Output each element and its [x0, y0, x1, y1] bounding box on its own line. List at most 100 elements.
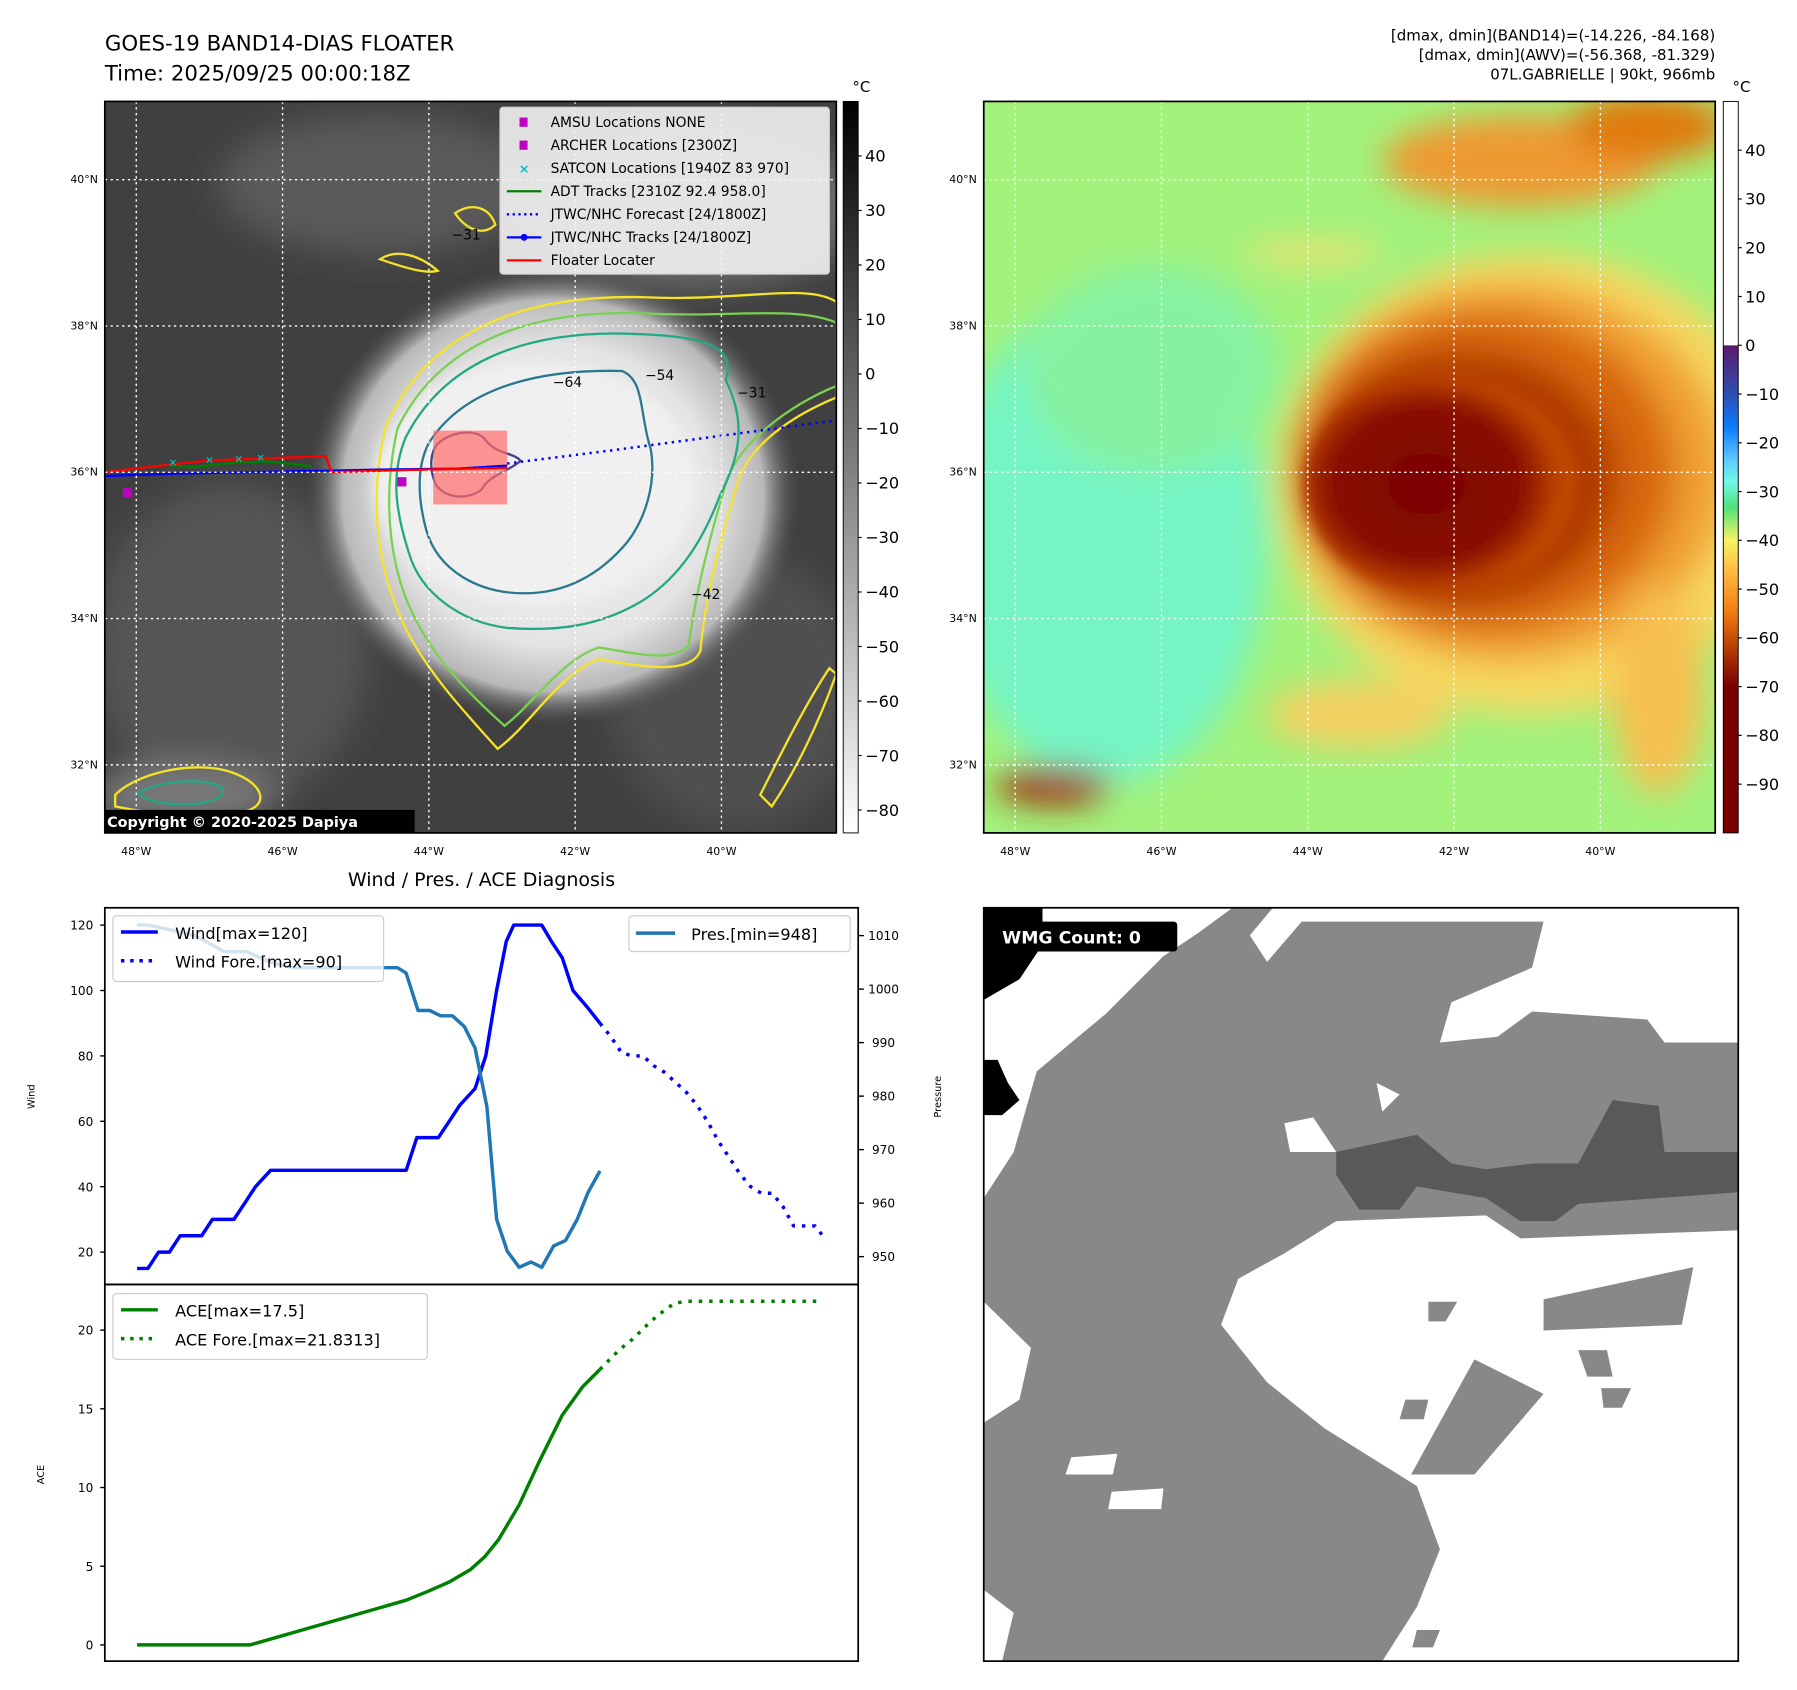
contour-green: [388, 311, 837, 728]
stats-band14: [dmax, dmin](BAND14)=(-14.226, -84.168): [1391, 26, 1715, 44]
legend-x-icon: ×: [519, 161, 530, 176]
wmg-region-gray: [983, 907, 1739, 1662]
y-tick-label: 40: [78, 1180, 93, 1194]
lon-tick-label: 44°W: [414, 845, 444, 858]
pressure-axis-label: Pressure: [933, 1076, 944, 1118]
ir-map-frame: [103, 100, 838, 834]
colorbar-tick-label: 10: [1745, 287, 1766, 306]
awv-colorbar-ticks: 40 30 20 10 0 −10 −20 −30 −40 −50 −60 −70 −80 −90: [1738, 141, 1779, 794]
y-tick-label: 20: [78, 1246, 93, 1260]
legend-label: ARCHER Locations [2300Z]: [551, 138, 738, 154]
contour-island-teal: [136, 780, 224, 806]
colorbar-tick-label: 40: [865, 147, 886, 166]
colorbar-tick-label: −40: [865, 583, 899, 602]
archer-location-marker: [397, 477, 407, 487]
lat-tick-label: 32°N: [70, 758, 98, 771]
y-tick-label: 20: [78, 1324, 93, 1338]
pressure-legend-label: Pres.[min=948]: [691, 925, 817, 944]
archer-location-marker: [122, 488, 133, 498]
wmg-frame: [982, 906, 1740, 1663]
series-wind-line: [137, 923, 602, 1271]
ace-forecast-legend-label: ACE Fore.[max=21.8313]: [175, 1331, 380, 1350]
lat-tick-label: 40°N: [70, 173, 98, 186]
y-right-tick-label: 980: [872, 1090, 895, 1104]
contour-label-42: −42: [691, 587, 720, 603]
lon-tick-label: 48°W: [1000, 845, 1030, 858]
wind-legend-label: Wind[max=120]: [175, 924, 307, 943]
lon-tick-label: 48°W: [121, 845, 151, 858]
series-ace-fore-line: [598, 1299, 823, 1371]
pressure-legend: Pres.[min=948]: [628, 915, 851, 953]
colorbar-tick-label: 10: [865, 310, 886, 329]
lat-tick-label: 32°N: [949, 758, 977, 771]
contour-label-31: −31: [452, 228, 481, 244]
wmg-gaps: [983, 1082, 1400, 1510]
legend-square-icon: [519, 140, 528, 150]
awv-map: [983, 101, 1716, 833]
colorbar-tick-label: 0: [865, 365, 875, 384]
copyright-box: [104, 809, 415, 833]
wind-legend: Wind[max=120] Wind Fore.[max=90]: [112, 915, 385, 983]
ace-legend: ACE[max=17.5] ACE Fore.[max=21.8313]: [112, 1293, 428, 1360]
y-tick-label: 60: [78, 1115, 93, 1129]
figure-title: GOES-19 BAND14-DIAS FLOATER: [105, 32, 455, 57]
satcon-location-marker: ×: [256, 452, 265, 464]
contour-label-54: −54: [645, 368, 674, 384]
ir-colorbar-ticks: 40 30 20 10 0 −10 −20 −30 −40 −50 −60 −70 −80: [858, 147, 899, 820]
y-right-tick-label: 950: [872, 1250, 895, 1264]
awv-colorbar: [1722, 100, 1739, 834]
storm-tracks: × × × ×: [104, 419, 837, 498]
lon-tick-label: 40°W: [706, 845, 736, 858]
colorbar-tick-label: −10: [865, 419, 899, 438]
lon-tick-label: 46°W: [1146, 845, 1176, 858]
legend-label: ADT Tracks [2310Z 92.4 958.0]: [551, 184, 766, 200]
wmg-region-dark: [1336, 1100, 1739, 1222]
map-gridlines: [983, 101, 1716, 833]
legend-box: [499, 106, 830, 275]
y-tick-label: 15: [78, 1402, 93, 1416]
colorbar-tick-label: 30: [865, 201, 886, 220]
lon-tick-label: 44°W: [1293, 845, 1323, 858]
wmg-islands: [1399, 1267, 1694, 1648]
copyright-text: Copyright © 2020-2025 Dapiya: [107, 815, 358, 831]
lat-tick-label: 36°N: [70, 466, 98, 479]
wmg-count-box: [992, 921, 1178, 952]
diagnosis-title: Wind / Pres. / ACE Diagnosis: [348, 869, 615, 891]
colorbar-tick-label: −40: [1745, 531, 1779, 550]
ace-axis-label: ACE: [36, 1465, 47, 1485]
y-right-tick-label: 1010: [868, 929, 899, 943]
lat-tick-label: 38°N: [70, 319, 98, 332]
colorbar-tick-label: −80: [1745, 726, 1779, 745]
colorbar-tick-label: −50: [1745, 580, 1779, 599]
map-legend: AMSU Locations NONE ARCHER Locations [230…: [499, 106, 830, 275]
satcon-location-marker: ×: [169, 457, 178, 469]
ir-colorbar: [842, 100, 859, 834]
map-tick-labels: 40°N 38°N 36°N 34°N 32°N 48°W 46°W 44°W 42°W 40°W…: [70, 173, 1615, 858]
wind-forecast-legend-label: Wind Fore.[max=90]: [175, 953, 342, 972]
contour-dark-teal: [418, 369, 654, 595]
y-right-tick-label: 970: [872, 1143, 895, 1157]
series-wind-fore-line: [598, 1022, 825, 1237]
awv-map-frame: [982, 100, 1717, 834]
colorbar-tick-label: −70: [1745, 677, 1779, 696]
ir-colorbar-unit: °C: [852, 78, 870, 96]
satcon-location-marker: ×: [205, 454, 214, 466]
lon-tick-label: 42°W: [560, 845, 590, 858]
colorbar-tick-label: −20: [865, 474, 899, 493]
y-right-tick-label: 990: [872, 1036, 895, 1050]
contour-teal: [395, 332, 740, 631]
legend-label: JTWC/NHC Tracks [24/1800Z]: [550, 230, 752, 246]
series-ace-line: [137, 1368, 602, 1647]
awv-colorbar-unit: °C: [1732, 78, 1750, 96]
colorbar-tick-label: 20: [1745, 238, 1766, 257]
satcon-location-marker: ×: [234, 454, 243, 466]
stats-awv: [dmax, dmin](AWV)=(-56.368, -81.329): [1419, 46, 1715, 64]
floater-locater-track: [104, 455, 508, 474]
contour-north-patch-2: [453, 206, 497, 232]
contour-yellow: [375, 291, 837, 751]
wmg-count-label: WMG Count: 0: [1002, 928, 1141, 948]
y-tick-label: 80: [78, 1050, 93, 1064]
lat-tick-label: 40°N: [949, 173, 977, 186]
colorbar-tick-label: −10: [1745, 385, 1779, 404]
ace-chart: 0 5 10 15 20: [78, 1299, 823, 1653]
